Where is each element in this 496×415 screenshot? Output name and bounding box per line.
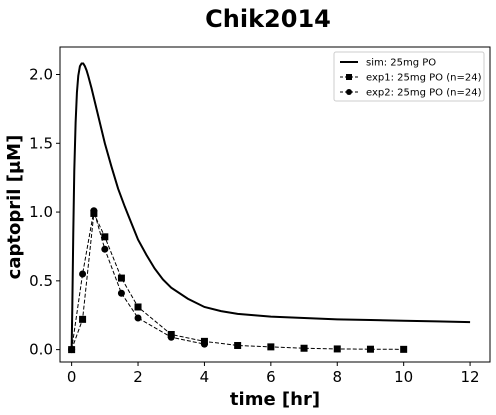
series-layer [68, 62, 471, 354]
data-point [333, 345, 341, 353]
x-tick-label: 10 [394, 368, 413, 386]
data-point [79, 270, 87, 278]
legend-marker [346, 74, 352, 80]
y-tick-label: 1.5 [29, 134, 53, 152]
data-point [366, 345, 374, 353]
data-point [101, 233, 109, 241]
legend-item: exp2: 25mg PO (n=24) [340, 88, 482, 99]
legend: sim: 25mg PO exp1: 25mg PO (n=24) exp2: 25… [333, 51, 485, 102]
data-point [300, 344, 308, 352]
data-point [79, 315, 87, 323]
data-point [117, 274, 125, 282]
data-point [134, 303, 142, 311]
x-axis-label: time [hr] [230, 389, 320, 410]
chart-title: Chik2014 [205, 5, 331, 33]
data-point [90, 207, 98, 215]
y-tick-label: 1.0 [29, 203, 53, 221]
legend-label: exp1: 25mg PO (n=24) [366, 73, 482, 84]
data-point [400, 345, 408, 353]
y-axis-label: captopril [μM] [4, 135, 25, 280]
x-axis-ticks: 0 2 4 6 8 10 12 [67, 362, 480, 386]
data-point [68, 346, 76, 354]
x-tick-label: 6 [266, 368, 276, 386]
data-point [200, 340, 208, 348]
x-tick-label: 12 [461, 368, 480, 386]
plot-frame [59, 46, 491, 363]
series-2 [68, 209, 408, 354]
data-point [267, 343, 275, 351]
legend-label: exp2: 25mg PO (n=24) [366, 88, 482, 99]
series-1 [70, 62, 471, 350]
x-tick-label: 4 [200, 368, 210, 386]
series-3 [68, 207, 208, 354]
y-tick-label: 0.5 [29, 272, 53, 290]
legend-label: sim: 25mg PO [366, 58, 436, 69]
legend-item: exp1: 25mg PO (n=24) [340, 73, 482, 84]
x-tick-label: 8 [332, 368, 342, 386]
y-axis-ticks: 0.0 0.5 1.0 1.5 2.0 [29, 66, 60, 359]
legend-item: sim: 25mg PO [340, 58, 436, 69]
y-tick-label: 2.0 [29, 66, 53, 84]
data-point [134, 314, 142, 322]
plot-area: 0 2 4 6 8 10 12 0.0 0.5 1.0 1.5 2.0 [29, 46, 491, 386]
legend-box [333, 51, 485, 102]
data-point [234, 341, 242, 349]
series-line [70, 62, 471, 350]
series-line [71, 210, 205, 350]
data-point [101, 245, 109, 253]
data-point [117, 289, 125, 297]
x-tick-label: 0 [67, 368, 77, 386]
series-line [71, 211, 404, 350]
x-tick-label: 2 [133, 368, 143, 386]
legend-marker [346, 89, 352, 95]
data-point [167, 333, 175, 341]
y-tick-label: 0.0 [29, 341, 53, 359]
